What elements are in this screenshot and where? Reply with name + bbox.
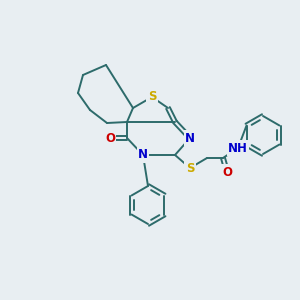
Text: S: S (148, 91, 156, 103)
Text: N: N (138, 148, 148, 161)
Text: N: N (185, 131, 195, 145)
Text: NH: NH (228, 142, 248, 154)
Text: O: O (222, 166, 232, 178)
Text: S: S (186, 161, 194, 175)
Text: O: O (105, 131, 115, 145)
